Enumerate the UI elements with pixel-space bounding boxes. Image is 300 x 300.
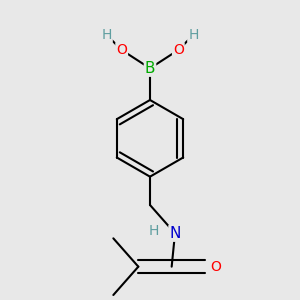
Text: O: O: [211, 260, 221, 274]
Text: H: H: [148, 224, 158, 238]
Text: H: H: [188, 28, 199, 42]
Text: N: N: [169, 226, 181, 241]
Text: B: B: [145, 61, 155, 76]
Text: H: H: [101, 28, 112, 42]
Text: O: O: [116, 43, 127, 57]
Text: O: O: [173, 43, 184, 57]
